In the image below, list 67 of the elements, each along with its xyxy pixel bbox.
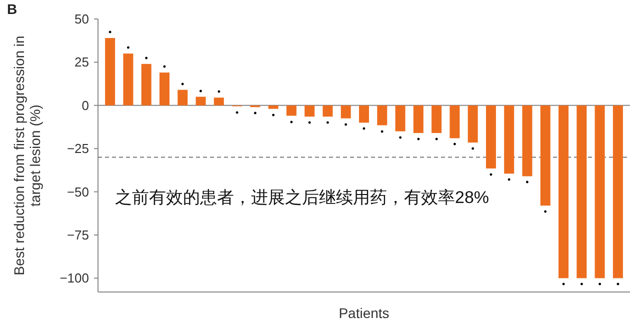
data-label: • [108, 27, 112, 38]
bar [576, 105, 587, 278]
y-tick-label: −25 [66, 141, 89, 156]
data-label: • [181, 78, 184, 89]
data-label: • [217, 86, 220, 97]
y-axis-title: Best reduction from first progression in target lesion (%) [11, 36, 43, 276]
text: B [7, 1, 18, 17]
data-label: • [471, 144, 474, 154]
bar [468, 105, 478, 143]
bar [413, 105, 424, 134]
bar [486, 105, 496, 168]
data-label: • [398, 132, 402, 142]
bar [322, 105, 333, 117]
data-label: • [144, 52, 148, 63]
data-label: • [290, 116, 294, 127]
bar [178, 90, 188, 106]
data-label: • [126, 42, 130, 53]
bar [450, 105, 460, 138]
bar [359, 105, 369, 123]
data-label: • [416, 134, 420, 144]
bar [504, 105, 514, 174]
y-tick-label: 50 [74, 12, 89, 26]
data-label: • [235, 107, 239, 118]
data-label: • [199, 86, 202, 96]
bar [286, 105, 296, 116]
bar [141, 64, 152, 106]
data-label: • [344, 119, 348, 130]
data-label: • [580, 279, 584, 290]
bar [214, 98, 224, 106]
bar [432, 105, 442, 134]
data-label: • [598, 279, 602, 290]
data-label: • [453, 139, 456, 150]
data-label: • [526, 177, 529, 188]
bar [196, 96, 206, 106]
y-tick-label: −75 [66, 227, 89, 242]
data-label: • [489, 169, 493, 180]
data-label: • [308, 118, 312, 128]
data-label: • [362, 124, 366, 134]
bar [540, 105, 550, 206]
bar [123, 54, 134, 106]
bar [594, 105, 605, 278]
data-label: • [508, 174, 511, 185]
bar [377, 105, 388, 126]
bar [105, 38, 116, 106]
data-label: • [380, 126, 384, 136]
data-label: • [562, 279, 566, 290]
bar [340, 105, 351, 118]
data-label: • [326, 118, 330, 128]
bar [612, 105, 623, 278]
data-label: • [616, 279, 620, 290]
y-tick-label: −100 [60, 270, 89, 286]
bar [395, 105, 406, 132]
data-label: • [162, 62, 166, 72]
x-axis-title: Patients [338, 305, 390, 321]
annotation: 之前有效的患者，进展之后继续用药，有效率28% [114, 187, 490, 209]
bar [304, 105, 315, 117]
bar [159, 72, 170, 106]
data-label: • [434, 134, 438, 144]
y-tick-label: 25 [74, 54, 89, 70]
y-tick-label: −50 [66, 184, 89, 200]
data-label: • [254, 108, 257, 118]
data-label: • [544, 206, 547, 217]
bar [522, 105, 532, 176]
bar [558, 105, 569, 278]
y-tick-label: 0 [82, 98, 89, 113]
data-label: • [272, 110, 275, 120]
bar [268, 105, 278, 109]
